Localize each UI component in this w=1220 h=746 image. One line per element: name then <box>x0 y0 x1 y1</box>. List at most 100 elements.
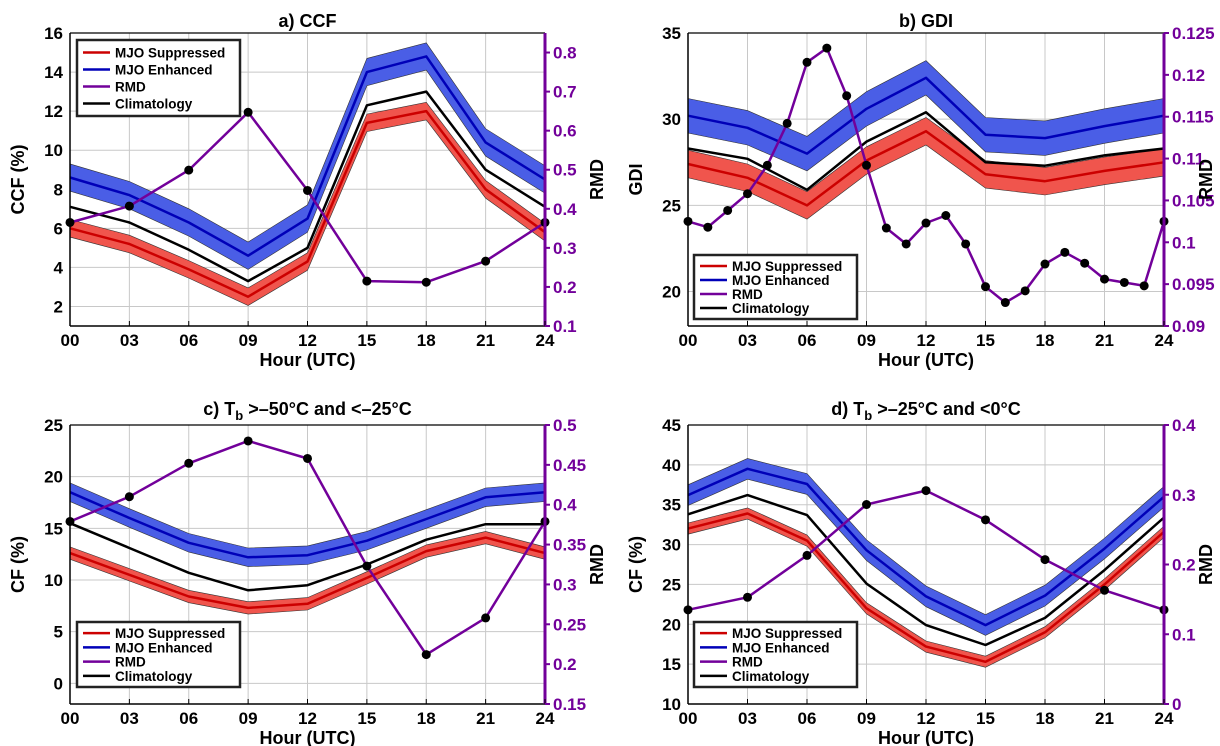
y-tick-label: 16 <box>44 24 63 43</box>
x-tick-label: 24 <box>536 709 555 728</box>
panel-title: b) GDI <box>899 11 953 31</box>
y-tick-label: 10 <box>662 695 681 714</box>
series-line-mjo-enhanced <box>69 55 546 257</box>
legend-entry: MJO Enhanced <box>115 640 213 655</box>
series-line-mjo-suppressed <box>687 129 1165 207</box>
rmd-point <box>1040 259 1050 269</box>
y-tick-label: 0 <box>54 674 63 693</box>
y2-tick-label: 0.35 <box>553 536 586 555</box>
y-axis-label: CF (%) <box>8 536 28 593</box>
legend-entry: MJO Enhanced <box>732 640 830 655</box>
x-tick-label: 06 <box>179 709 198 728</box>
y-tick-label: 5 <box>54 623 63 642</box>
rmd-point <box>881 223 891 233</box>
x-tick-label: 00 <box>61 709 80 728</box>
y-tick-label: 25 <box>662 575 681 594</box>
series-line-mjo-enhanced <box>69 490 546 559</box>
legend-entry: Climatology <box>115 669 193 684</box>
rmd-point <box>901 239 911 249</box>
panel-title-rest: >–25°C and <0°C <box>872 399 1020 419</box>
x-axis-label: Hour (UTC) <box>260 728 356 746</box>
x-tick-label: 24 <box>536 331 555 350</box>
x-tick-label: 09 <box>857 709 876 728</box>
x-tick-label: 24 <box>1155 709 1174 728</box>
y2-tick-label: 0.1 <box>553 317 577 336</box>
x-tick-label: 03 <box>120 331 139 350</box>
y2-tick-label: 0.5 <box>553 161 577 180</box>
rmd-point <box>303 185 312 195</box>
y2-tick-label: 0.125 <box>1172 24 1215 43</box>
panel-title-main: c) T <box>203 399 235 419</box>
x-tick-label: 24 <box>1155 331 1174 350</box>
y2-tick-label: 0.115 <box>1172 108 1214 127</box>
rmd-point <box>303 453 312 463</box>
rmd-point <box>822 43 832 53</box>
x-tick-label: 18 <box>417 331 436 350</box>
rmd-point <box>961 239 971 249</box>
y2-tick-label: 0.15 <box>553 695 586 714</box>
rmd-point <box>921 486 931 496</box>
x-axis-label: Hour (UTC) <box>878 350 974 370</box>
rmd-point <box>1100 274 1109 284</box>
y2-axis-label: RMD <box>1196 544 1216 585</box>
x-tick-label: 18 <box>417 709 436 728</box>
x-tick-label: 15 <box>976 331 995 350</box>
y-tick-label: 10 <box>44 571 63 590</box>
x-tick-label: 21 <box>476 331 495 350</box>
rmd-point <box>184 458 194 468</box>
x-tick-label: 18 <box>1036 331 1055 350</box>
x-tick-label: 00 <box>679 331 698 350</box>
y-tick-label: 14 <box>44 63 63 82</box>
series-line-climatology <box>687 493 1165 647</box>
legend-entry: Climatology <box>115 97 193 112</box>
rmd-point <box>1000 298 1010 308</box>
y-tick-label: 2 <box>54 297 63 316</box>
legend-entry: RMD <box>732 655 763 670</box>
x-tick-label: 06 <box>179 331 198 350</box>
rmd-point <box>921 218 931 228</box>
legend-entry: MJO Enhanced <box>732 273 830 288</box>
rmd-point <box>1060 247 1070 257</box>
legend-entry: RMD <box>115 655 146 670</box>
series-line-mjo-enhanced <box>687 76 1165 155</box>
y2-tick-label: 0.095 <box>1172 275 1215 294</box>
rmd-point <box>362 561 372 571</box>
rmd-point <box>1080 258 1090 268</box>
y2-tick-label: 0.3 <box>553 575 577 594</box>
y-tick-label: 25 <box>44 416 63 435</box>
y-axis-label: CF (%) <box>626 536 646 593</box>
x-tick-label: 09 <box>239 331 258 350</box>
x-tick-label: 12 <box>917 709 936 728</box>
y2-axis-label: RMD <box>587 544 607 585</box>
y2-tick-label: 0 <box>1172 695 1181 714</box>
rmd-point <box>723 205 733 215</box>
rmd-point <box>981 282 990 292</box>
x-tick-label: 21 <box>1095 709 1114 728</box>
legend-entry: RMD <box>115 80 146 95</box>
y2-tick-label: 0.1 <box>1172 233 1196 252</box>
y-tick-label: 8 <box>54 180 63 199</box>
rmd-point <box>243 436 253 446</box>
x-tick-label: 00 <box>61 331 80 350</box>
series-line-mjo-suppressed <box>69 109 546 298</box>
panel-title-main: d) T <box>831 399 864 419</box>
rmd-point <box>981 515 990 525</box>
rmd-point <box>842 91 852 101</box>
legend-entry: Climatology <box>732 669 810 684</box>
x-axis-label: Hour (UTC) <box>878 728 974 746</box>
y-tick-label: 20 <box>662 615 681 634</box>
x-tick-label: 12 <box>298 709 317 728</box>
y-tick-label: 12 <box>44 102 63 121</box>
rmd-point <box>421 277 431 287</box>
chart-panel-d: 00 03 06 09 12 15 18 21 24 10 15 20 25 30 35 40 45 0 0.1 0.… <box>626 399 1216 746</box>
legend-entry: MJO Enhanced <box>115 63 213 78</box>
x-tick-label: 15 <box>357 709 376 728</box>
x-tick-label: 03 <box>120 709 139 728</box>
legend-entry: MJO Suppressed <box>732 626 842 641</box>
rmd-point <box>421 650 431 660</box>
rmd-point <box>862 500 871 510</box>
